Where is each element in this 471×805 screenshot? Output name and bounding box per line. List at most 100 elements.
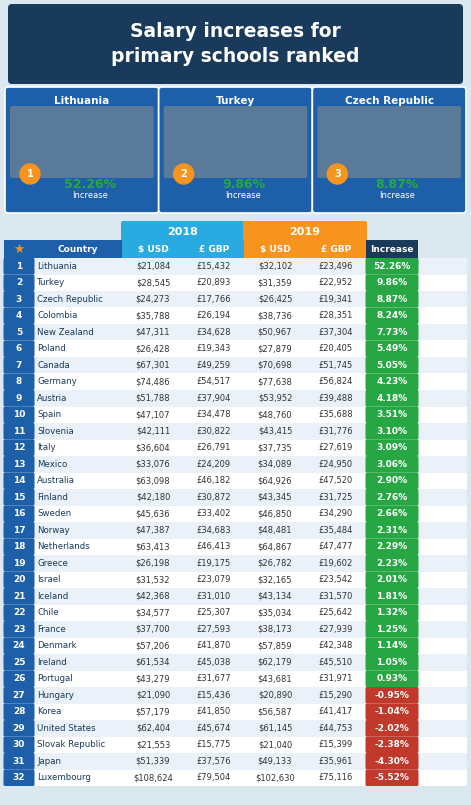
FancyBboxPatch shape bbox=[3, 720, 34, 737]
Text: $26,198: $26,198 bbox=[136, 559, 170, 568]
FancyBboxPatch shape bbox=[3, 770, 34, 786]
Text: 1.81%: 1.81% bbox=[376, 592, 407, 601]
Text: 18: 18 bbox=[13, 543, 25, 551]
Text: £19,341: £19,341 bbox=[319, 295, 353, 303]
FancyBboxPatch shape bbox=[3, 473, 34, 489]
Circle shape bbox=[20, 164, 40, 184]
Text: £26,194: £26,194 bbox=[197, 312, 231, 320]
Text: £15,436: £15,436 bbox=[197, 691, 231, 700]
Text: $32,102: $32,102 bbox=[258, 262, 292, 270]
FancyBboxPatch shape bbox=[3, 753, 34, 770]
FancyBboxPatch shape bbox=[3, 275, 34, 291]
Text: £54,517: £54,517 bbox=[197, 378, 231, 386]
Text: 9: 9 bbox=[16, 394, 22, 402]
Text: $43,134: $43,134 bbox=[258, 592, 292, 601]
Text: $63,098: $63,098 bbox=[136, 477, 171, 485]
Text: 11: 11 bbox=[13, 427, 25, 436]
Text: $64,926: $64,926 bbox=[258, 477, 292, 485]
Text: Italy: Italy bbox=[37, 444, 56, 452]
Text: 52.26%: 52.26% bbox=[64, 177, 116, 191]
FancyBboxPatch shape bbox=[365, 291, 419, 308]
FancyBboxPatch shape bbox=[365, 456, 419, 473]
Text: £41,870: £41,870 bbox=[197, 642, 231, 650]
FancyBboxPatch shape bbox=[365, 687, 419, 704]
Text: $70,698: $70,698 bbox=[258, 361, 292, 369]
Bar bbox=[4, 720, 467, 737]
Text: Increase: Increase bbox=[72, 191, 108, 200]
Text: $ USD: $ USD bbox=[260, 245, 291, 254]
Text: £47,477: £47,477 bbox=[319, 543, 353, 551]
Text: £37,304: £37,304 bbox=[319, 328, 353, 336]
Text: 2: 2 bbox=[16, 279, 22, 287]
Text: 3: 3 bbox=[16, 295, 22, 303]
Text: $43,415: $43,415 bbox=[258, 427, 292, 436]
Bar bbox=[4, 473, 467, 489]
Text: 29: 29 bbox=[13, 724, 25, 733]
FancyBboxPatch shape bbox=[365, 407, 419, 423]
Text: 28: 28 bbox=[13, 708, 25, 716]
FancyBboxPatch shape bbox=[365, 423, 419, 440]
FancyBboxPatch shape bbox=[365, 671, 419, 687]
Text: £23,496: £23,496 bbox=[319, 262, 353, 270]
FancyBboxPatch shape bbox=[365, 390, 419, 407]
FancyBboxPatch shape bbox=[365, 770, 419, 786]
Bar bbox=[4, 440, 467, 456]
Text: £47,520: £47,520 bbox=[319, 477, 353, 485]
FancyBboxPatch shape bbox=[3, 671, 34, 687]
FancyBboxPatch shape bbox=[365, 489, 419, 506]
Bar bbox=[4, 240, 34, 258]
Text: Increase: Increase bbox=[226, 191, 261, 200]
Text: 3.51%: 3.51% bbox=[376, 411, 407, 419]
FancyBboxPatch shape bbox=[365, 275, 419, 291]
Text: £37,904: £37,904 bbox=[197, 394, 231, 402]
Text: $43,345: $43,345 bbox=[258, 493, 292, 502]
Text: $34,089: $34,089 bbox=[258, 460, 292, 469]
Text: $24,273: $24,273 bbox=[136, 295, 170, 303]
Bar bbox=[4, 638, 467, 654]
Text: £31,776: £31,776 bbox=[319, 427, 353, 436]
Bar bbox=[4, 324, 467, 341]
Bar bbox=[4, 671, 467, 687]
Text: 1.32%: 1.32% bbox=[376, 609, 407, 617]
FancyBboxPatch shape bbox=[3, 638, 34, 654]
Text: 2.29%: 2.29% bbox=[376, 543, 407, 551]
Text: $21,090: $21,090 bbox=[136, 691, 170, 700]
Text: Increase: Increase bbox=[379, 191, 415, 200]
Text: 32: 32 bbox=[13, 774, 25, 782]
Text: Czech Republic: Czech Republic bbox=[37, 295, 103, 303]
FancyBboxPatch shape bbox=[365, 308, 419, 324]
Text: 19: 19 bbox=[13, 559, 25, 568]
FancyBboxPatch shape bbox=[3, 621, 34, 638]
Text: $34,577: $34,577 bbox=[136, 609, 171, 617]
Text: $48,481: $48,481 bbox=[258, 526, 292, 535]
Text: $43,279: $43,279 bbox=[136, 675, 170, 683]
FancyBboxPatch shape bbox=[312, 87, 466, 213]
FancyBboxPatch shape bbox=[3, 489, 34, 506]
Text: Greece: Greece bbox=[37, 559, 68, 568]
Bar bbox=[4, 275, 467, 291]
Text: $36,604: $36,604 bbox=[136, 444, 171, 452]
Text: -5.52%: -5.52% bbox=[374, 774, 409, 782]
FancyBboxPatch shape bbox=[10, 106, 154, 178]
Text: $33,076: $33,076 bbox=[136, 460, 171, 469]
Text: £20,893: £20,893 bbox=[197, 279, 231, 287]
FancyBboxPatch shape bbox=[3, 737, 34, 753]
Text: $63,413: $63,413 bbox=[136, 543, 171, 551]
Text: Increase: Increase bbox=[370, 245, 414, 254]
Text: 8.87%: 8.87% bbox=[375, 177, 419, 191]
Text: $26,425: $26,425 bbox=[258, 295, 292, 303]
Text: Turkey: Turkey bbox=[37, 279, 65, 287]
Bar bbox=[4, 291, 467, 308]
FancyBboxPatch shape bbox=[365, 555, 419, 572]
FancyBboxPatch shape bbox=[3, 324, 34, 341]
Text: 1.25%: 1.25% bbox=[376, 625, 407, 634]
Text: 3.09%: 3.09% bbox=[376, 444, 407, 452]
Text: 3.06%: 3.06% bbox=[376, 460, 407, 469]
Bar bbox=[4, 423, 467, 440]
Text: $57,179: $57,179 bbox=[136, 708, 170, 716]
FancyBboxPatch shape bbox=[365, 324, 419, 341]
Text: 17: 17 bbox=[13, 526, 25, 535]
Bar bbox=[4, 489, 467, 506]
FancyBboxPatch shape bbox=[3, 555, 34, 572]
Text: 2.76%: 2.76% bbox=[376, 493, 407, 502]
